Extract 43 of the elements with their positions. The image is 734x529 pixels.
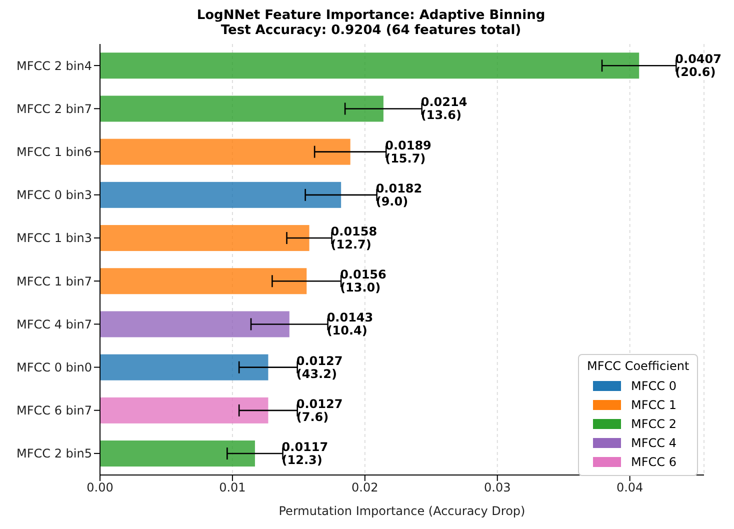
y-tick-label: MFCC 2 bin5 [16, 446, 92, 461]
data-label: 0.0127 (43.2) [296, 354, 343, 381]
bar [100, 311, 290, 338]
y-tick-label: MFCC 1 bin3 [16, 231, 92, 246]
bar [100, 354, 268, 380]
y-tick-label: MFCC 4 bin7 [16, 317, 92, 332]
bar [100, 225, 310, 252]
x-tick-label: 0.02 [352, 480, 378, 495]
x-tick-label: 0.00 [86, 480, 114, 495]
y-tick-label: MFCC 1 bin7 [16, 274, 92, 288]
bar [100, 96, 384, 122]
bar [100, 268, 307, 294]
y-tick-label: MFCC 1 bin6 [16, 145, 92, 160]
legend-label: MFCC 2 [631, 416, 676, 430]
legend-label: MFCC 4 [631, 436, 676, 450]
x-tick-label: 0.01 [219, 480, 246, 495]
y-tick-label: MFCC 0 bin0 [16, 360, 92, 375]
bar [100, 138, 350, 165]
data-label: 0.0127 (7.6) [296, 396, 343, 424]
data-label: 0.0117 (12.3) [282, 440, 328, 468]
data-label: 0.0407 (20.6) [675, 52, 722, 80]
x-tick-label: 0.03 [484, 480, 511, 495]
legend-title: MFCC Coefficient [587, 359, 690, 373]
data-label: 0.0214 (13.6) [420, 95, 468, 122]
y-tick-label: MFCC 2 bin7 [16, 102, 92, 116]
x-axis-title: Permutation Importance (Accuracy Drop) [278, 504, 526, 518]
x-tick-label: 0.04 [616, 480, 644, 495]
data-label: 0.0182 (9.0) [376, 181, 422, 208]
bar [100, 182, 342, 208]
y-tick-label: MFCC 6 bin7 [16, 404, 92, 418]
data-label: 0.0156 (13.0) [340, 268, 386, 295]
bar [100, 397, 268, 424]
legend-label: MFCC 0 [631, 378, 676, 392]
legend-label: MFCC 6 [631, 454, 676, 468]
data-label: 0.0143 (10.4) [326, 310, 374, 338]
y-tick-label: MFCC 2 bin4 [16, 58, 92, 73]
data-label: 0.0189 (15.7) [385, 138, 432, 166]
data-label: 0.0158 (12.7) [330, 224, 378, 252]
chart-title: LogNNet Feature Importance: Adaptive Binning Test Accuracy: 0.9204 (64 features total) [196, 8, 546, 38]
bar [100, 440, 255, 467]
y-tick-label: MFCC 0 bin3 [16, 188, 92, 202]
bar [100, 52, 640, 79]
legend-label: MFCC 1 [631, 398, 676, 412]
